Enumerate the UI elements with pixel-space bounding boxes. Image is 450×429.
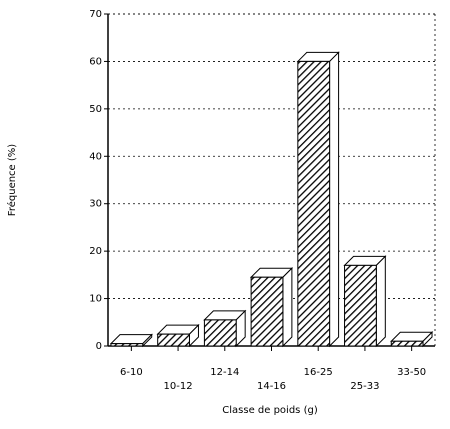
x-tick-label: 10-12 xyxy=(164,381,193,392)
bar-face xyxy=(110,343,144,347)
bar xyxy=(109,333,153,348)
x-tick-label: 6-10 xyxy=(120,367,143,378)
bar xyxy=(156,323,200,348)
y-tick-label: 40 xyxy=(89,151,102,162)
y-axis-label: Fréquence (%) xyxy=(6,144,18,216)
x-axis-label: Classe de poids (g) xyxy=(222,405,318,416)
x-tick-label: 16-25 xyxy=(304,367,333,378)
y-tick-label: 70 xyxy=(89,9,102,20)
bar xyxy=(203,309,247,348)
bar-face xyxy=(329,51,340,348)
bar-face xyxy=(282,267,293,348)
bar-face xyxy=(344,264,377,347)
x-tick-label: 14-16 xyxy=(257,381,286,392)
bar xyxy=(249,267,294,348)
y-tick-label: 30 xyxy=(89,199,102,210)
x-tick-label: 33-50 xyxy=(397,367,426,378)
bar xyxy=(343,255,387,348)
x-tick-label: 25-33 xyxy=(350,381,379,392)
x-tick-label: 12-14 xyxy=(210,367,239,378)
bar-face xyxy=(157,333,190,347)
bar-face xyxy=(297,60,331,347)
bar-face xyxy=(203,319,237,347)
bar xyxy=(390,331,434,348)
bar-face xyxy=(390,340,424,347)
y-tick-label: 60 xyxy=(89,56,102,67)
y-tick-label: 20 xyxy=(89,246,102,257)
bar-face xyxy=(250,276,284,347)
bar-face xyxy=(375,255,386,348)
y-tick-label: 10 xyxy=(89,294,102,305)
y-tick-label: 50 xyxy=(89,104,102,115)
y-tick-label: 0 xyxy=(96,341,102,352)
bar xyxy=(296,51,340,348)
